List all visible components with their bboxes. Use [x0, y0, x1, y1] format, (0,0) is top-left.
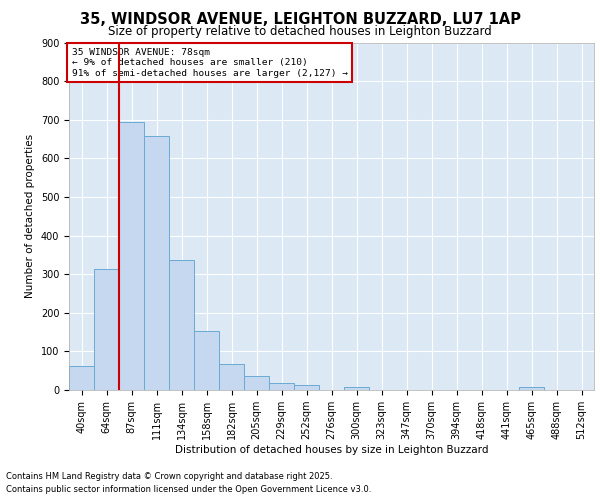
Bar [294, 385, 319, 390]
Y-axis label: Number of detached properties: Number of detached properties [25, 134, 35, 298]
Bar [94, 269, 119, 390]
Bar [144, 136, 169, 390]
Bar [194, 332, 219, 390]
Text: Size of property relative to detached houses in Leighton Buzzard: Size of property relative to detached ho… [108, 25, 492, 38]
Text: 35 WINDSOR AVENUE: 78sqm
← 9% of detached houses are smaller (210)
91% of semi-d: 35 WINDSOR AVENUE: 78sqm ← 9% of detache… [71, 48, 347, 78]
Bar [119, 122, 144, 390]
Bar [344, 387, 369, 390]
Bar [519, 387, 544, 390]
Bar [219, 364, 244, 390]
Bar [169, 260, 194, 390]
Bar [244, 376, 269, 390]
Text: Contains HM Land Registry data © Crown copyright and database right 2025.: Contains HM Land Registry data © Crown c… [6, 472, 332, 481]
Bar [69, 366, 94, 390]
Text: 35, WINDSOR AVENUE, LEIGHTON BUZZARD, LU7 1AP: 35, WINDSOR AVENUE, LEIGHTON BUZZARD, LU… [79, 12, 521, 28]
X-axis label: Distribution of detached houses by size in Leighton Buzzard: Distribution of detached houses by size … [175, 445, 488, 455]
Text: Contains public sector information licensed under the Open Government Licence v3: Contains public sector information licen… [6, 485, 371, 494]
Bar [269, 383, 294, 390]
